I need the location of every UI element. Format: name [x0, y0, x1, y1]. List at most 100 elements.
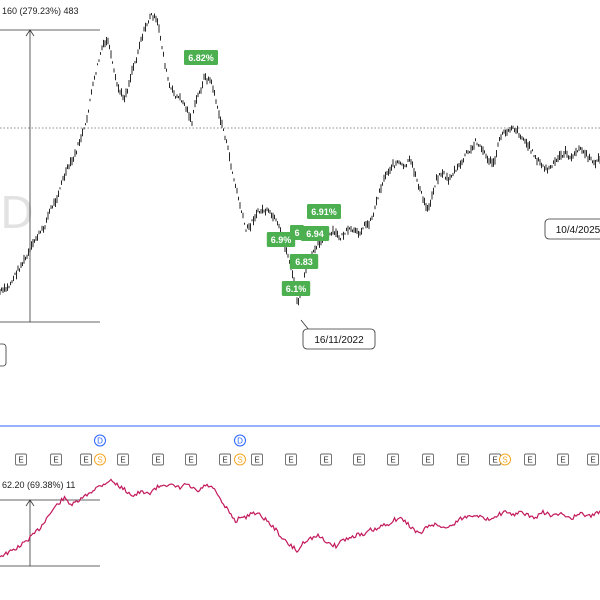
earnings-marker-box: [117, 453, 129, 466]
signal-badge-bg: [300, 226, 330, 241]
split-marker-letter: S: [97, 456, 102, 465]
earnings-marker-letter: E: [356, 456, 361, 465]
earnings-marker-letter: E: [188, 456, 193, 465]
earnings-marker-box: [457, 453, 469, 466]
signal-badge-bg: [281, 281, 311, 296]
earnings-marker[interactable]: E: [489, 453, 501, 466]
earnings-marker-box: [320, 453, 332, 466]
split-marker[interactable]: S: [234, 453, 246, 466]
dividend-marker-circle: [94, 434, 106, 447]
ind-measure-arrow-up: [25, 499, 35, 507]
earnings-marker-letter: E: [460, 456, 465, 465]
signal-badge-bg: [266, 232, 296, 247]
signal-badge-bg: [289, 254, 319, 269]
earnings-marker-box: [80, 453, 92, 466]
earnings-marker-box: [285, 453, 297, 466]
signal-badge[interactable]: 6.94: [300, 226, 330, 241]
signal-badge[interactable]: 6.82%: [184, 50, 218, 65]
indicator-measure-tool[interactable]: 62.20 (69.38%) 11: [0, 480, 100, 567]
earnings-marker[interactable]: E: [320, 453, 332, 466]
signal-badge-bg: [184, 50, 218, 65]
earnings-marker[interactable]: E: [152, 453, 164, 466]
earnings-marker-letter: E: [527, 456, 532, 465]
signal-badge-label: 6.91%: [311, 207, 337, 217]
earnings-marker[interactable]: E: [457, 453, 469, 466]
earnings-marker-letter: E: [53, 456, 58, 465]
earnings-marker-box: [422, 453, 434, 466]
signal-badge[interactable]: 6.83: [289, 254, 319, 269]
earnings-marker-letter: E: [155, 456, 160, 465]
earnings-marker[interactable]: E: [185, 453, 197, 466]
main-measure-label: 160 (279.23%) 483: [2, 6, 79, 16]
earnings-marker-letter: E: [83, 456, 88, 465]
earnings-marker[interactable]: E: [117, 453, 129, 466]
earnings-marker[interactable]: E: [80, 453, 92, 466]
earnings-marker[interactable]: E: [219, 453, 231, 466]
earnings-marker-box: [524, 453, 536, 466]
earnings-marker-box: [557, 453, 569, 466]
earnings-marker-box: [353, 453, 365, 466]
earnings-marker[interactable]: E: [251, 453, 263, 466]
signal-badge-label: 6: [294, 228, 299, 238]
earnings-marker-letter: E: [18, 456, 23, 465]
indicator-measure-label: 62.20 (69.38%) 11: [2, 480, 75, 490]
date-label[interactable]: 16/11/2022: [302, 328, 376, 350]
earnings-marker-letter: E: [120, 456, 125, 465]
earnings-marker-letter: E: [492, 456, 497, 465]
date-label-text: 16/11/2022: [314, 335, 364, 346]
signal-badge[interactable]: 6.1%: [281, 281, 311, 296]
split-marker[interactable]: S: [499, 453, 511, 466]
date-label-box: [302, 328, 376, 350]
earnings-marker[interactable]: E: [587, 453, 599, 466]
earnings-marker-box: [219, 453, 231, 466]
watermark-letter: D: [0, 188, 34, 239]
earnings-marker-letter: E: [288, 456, 293, 465]
signal-badge[interactable]: 6.9%: [266, 232, 296, 247]
earnings-marker-box: [387, 453, 399, 466]
split-marker-circle: [499, 453, 511, 466]
dividend-marker[interactable]: D: [94, 434, 106, 447]
earnings-marker[interactable]: E: [422, 453, 434, 466]
earnings-marker[interactable]: E: [15, 453, 27, 466]
earnings-marker[interactable]: E: [50, 453, 62, 466]
signal-badge-label: 6.83: [295, 257, 313, 267]
earnings-marker[interactable]: E: [387, 453, 399, 466]
signal-badge[interactable]: 6.91%: [307, 204, 341, 219]
signal-badge-bg: [307, 204, 341, 219]
split-marker[interactable]: S: [94, 453, 106, 466]
dividend-marker-circle: [234, 434, 246, 447]
earnings-marker-letter: E: [590, 456, 595, 465]
date-label[interactable]: 10/4/2025: [544, 218, 600, 240]
measure-arrow-up: [25, 29, 35, 37]
earnings-marker[interactable]: E: [353, 453, 365, 466]
indicator-series: [0, 478, 600, 558]
date-callout-line: [300, 319, 310, 331]
earnings-marker-box: [185, 453, 197, 466]
dividend-marker[interactable]: D: [234, 434, 246, 447]
signal-badge-label: 6.1%: [286, 284, 307, 294]
earnings-marker-box: [15, 453, 27, 466]
date-label-box: [544, 218, 600, 240]
earnings-marker-letter: E: [323, 456, 328, 465]
earnings-marker[interactable]: E: [285, 453, 297, 466]
event-markers-row: E E E E E E E E E E E E E E E E E ES S SD D: [15, 434, 599, 466]
earnings-marker-box: [50, 453, 62, 466]
earnings-marker-letter: E: [390, 456, 395, 465]
price-series: [0, 13, 600, 306]
split-marker-circle: [234, 453, 246, 466]
main-measure-tool[interactable]: 160 (279.23%) 483: [0, 6, 100, 367]
earnings-marker-letter: E: [425, 456, 430, 465]
signal-badge-label: 6.82%: [188, 53, 214, 63]
dividend-marker-letter: D: [237, 437, 243, 446]
earnings-marker-letter: E: [222, 456, 227, 465]
earnings-marker-box: [152, 453, 164, 466]
earnings-marker[interactable]: E: [557, 453, 569, 466]
earnings-marker-box: [587, 453, 599, 466]
split-marker-letter: S: [502, 456, 507, 465]
date-label-text: 10/4/2025: [556, 225, 600, 236]
split-marker-letter: S: [237, 456, 242, 465]
dividend-marker-letter: D: [97, 437, 103, 446]
earnings-marker-letter: E: [560, 456, 565, 465]
earnings-marker[interactable]: E: [524, 453, 536, 466]
